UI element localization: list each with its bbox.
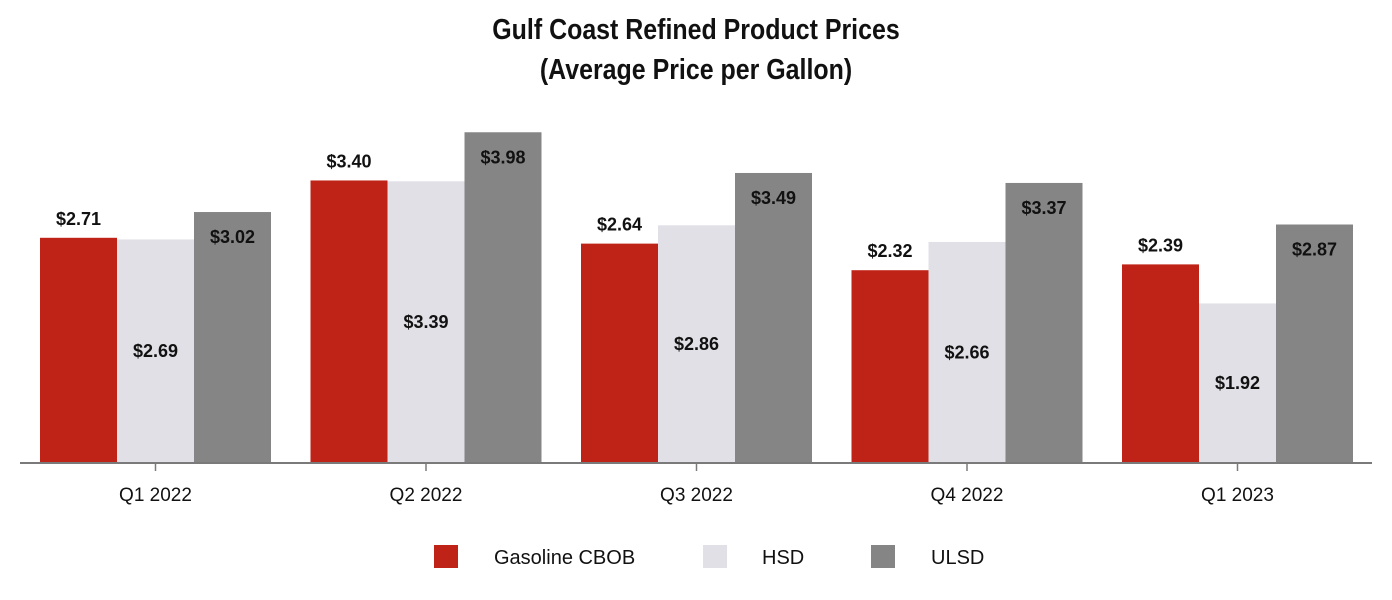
x-tick-label-q3-2022: Q3 2022 bbox=[660, 485, 733, 506]
bar-hsd-q2-2022[interactable] bbox=[387, 181, 465, 463]
legend-swatch-hsd[interactable] bbox=[703, 545, 727, 568]
data-label-gasoline-cbob-q1-2023: $2.39 bbox=[1138, 235, 1183, 255]
bar-ulsd-q4-2022[interactable] bbox=[1005, 182, 1083, 463]
data-label-ulsd-q3-2022: $3.49 bbox=[751, 188, 796, 208]
bar-ulsd-q2-2022[interactable] bbox=[464, 132, 542, 463]
legend-swatch-ulsd[interactable] bbox=[871, 545, 895, 568]
x-tick-label-q2-2022: Q2 2022 bbox=[390, 485, 463, 506]
data-label-gasoline-cbob-q3-2022: $2.64 bbox=[597, 215, 642, 235]
data-label-ulsd-q2-2022: $3.98 bbox=[480, 147, 525, 167]
x-tick-label-q1-2022: Q1 2022 bbox=[119, 485, 192, 506]
bar-gasoline-cbob-q1-2023[interactable] bbox=[1122, 264, 1199, 463]
data-label-ulsd-q1-2023: $2.87 bbox=[1292, 240, 1337, 260]
bar-ulsd-q3-2022[interactable] bbox=[735, 172, 812, 463]
data-label-hsd-q2-2022: $3.39 bbox=[403, 312, 448, 332]
bar-gasoline-cbob-q4-2022[interactable] bbox=[851, 270, 929, 463]
legend-label-hsd[interactable]: HSD bbox=[762, 547, 804, 569]
bar-ulsd-q1-2022[interactable] bbox=[194, 212, 271, 463]
data-label-hsd-q4-2022: $2.66 bbox=[944, 342, 989, 362]
data-label-ulsd-q4-2022: $3.37 bbox=[1021, 198, 1066, 218]
x-tick-label-q4-2022: Q4 2022 bbox=[931, 485, 1004, 506]
data-label-gasoline-cbob-q2-2022: $3.40 bbox=[326, 151, 371, 171]
legend-swatch-gasoline-cbob[interactable] bbox=[434, 545, 458, 568]
bar-hsd-q3-2022[interactable] bbox=[658, 225, 735, 463]
chart-title: Gulf Coast Refined Product Prices bbox=[492, 14, 900, 46]
bar-hsd-q1-2023[interactable] bbox=[1199, 303, 1276, 463]
bar-ulsd-q1-2023[interactable] bbox=[1276, 224, 1353, 463]
data-label-ulsd-q1-2022: $3.02 bbox=[210, 227, 255, 247]
x-tick-label-q1-2023: Q1 2023 bbox=[1201, 485, 1274, 506]
data-label-hsd-q1-2022: $2.69 bbox=[133, 341, 178, 361]
chart-subtitle: (Average Price per Gallon) bbox=[539, 54, 853, 86]
data-label-gasoline-cbob-q1-2022: $2.71 bbox=[56, 209, 101, 229]
data-label-gasoline-cbob-q4-2022: $2.32 bbox=[867, 241, 912, 261]
bar-gasoline-cbob-q3-2022[interactable] bbox=[581, 243, 658, 463]
bar-hsd-q4-2022[interactable] bbox=[928, 241, 1006, 463]
legend-label-gasoline-cbob[interactable]: Gasoline CBOB bbox=[494, 547, 635, 569]
bar-gasoline-cbob-q2-2022[interactable] bbox=[310, 180, 388, 463]
legend-label-ulsd[interactable]: ULSD bbox=[931, 547, 984, 569]
data-label-hsd-q3-2022: $2.86 bbox=[674, 334, 719, 354]
bar-hsd-q1-2022[interactable] bbox=[117, 239, 194, 463]
bar-gasoline-cbob-q1-2022[interactable] bbox=[40, 237, 117, 463]
data-label-hsd-q1-2023: $1.92 bbox=[1215, 373, 1260, 393]
